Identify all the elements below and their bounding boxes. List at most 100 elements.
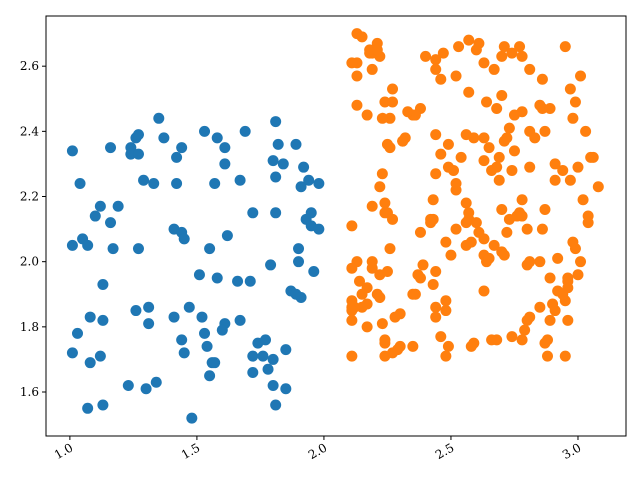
scatter-point	[148, 177, 160, 189]
scatter-point	[516, 210, 528, 222]
scatter-point	[351, 70, 363, 82]
scatter-point	[346, 350, 358, 362]
scatter-point	[89, 210, 101, 222]
scatter-point	[122, 379, 134, 391]
scatter-point	[394, 308, 406, 320]
scatter-point	[112, 200, 124, 212]
scatter-point	[440, 350, 452, 362]
scatter-point	[97, 278, 109, 290]
scatter-point	[150, 376, 162, 388]
scatter-point	[305, 207, 317, 219]
scatter-point	[534, 301, 546, 313]
scatter-point	[280, 383, 292, 395]
scatter-point	[430, 63, 442, 75]
plot-frame	[45, 15, 627, 437]
scatter-point	[107, 243, 119, 255]
scatter-point	[417, 259, 429, 271]
scatter-point	[196, 311, 208, 323]
scatter-point	[176, 334, 188, 346]
scatter-point	[524, 161, 536, 173]
scatter-point	[516, 334, 528, 346]
scatter-point	[430, 129, 442, 141]
scatter-point	[409, 288, 421, 300]
scatter-point	[580, 125, 592, 137]
y-tick-label: 1.6	[20, 385, 39, 399]
scatter-point	[455, 151, 467, 163]
scatter-point	[143, 301, 155, 313]
scatter-point	[267, 379, 279, 391]
scatter-point	[84, 357, 96, 369]
scatter-point	[298, 161, 310, 173]
scatter-point	[508, 109, 520, 121]
scatter-point	[168, 311, 180, 323]
scatter-point	[541, 350, 553, 362]
scatter-point	[74, 177, 86, 189]
scatter-point	[564, 83, 576, 95]
scatter-point	[82, 239, 94, 251]
scatter-point	[130, 305, 142, 317]
scatter-point	[211, 132, 223, 144]
scatter-point	[435, 148, 447, 160]
scatter-point	[463, 207, 475, 219]
y-tick-label: 1.8	[20, 320, 39, 334]
scatter-point	[176, 142, 188, 154]
scatter-point	[437, 47, 449, 59]
scatter-point	[460, 197, 472, 209]
scatter-point	[244, 275, 256, 287]
scatter-point	[440, 305, 452, 317]
scatter-point	[140, 383, 152, 395]
scatter-point	[450, 223, 462, 235]
scatter-point	[478, 233, 490, 245]
scatter-point	[392, 344, 404, 356]
scatter-point	[453, 41, 465, 53]
scatter-point	[450, 177, 462, 189]
scatter-point	[430, 311, 442, 323]
scatter-point	[82, 402, 94, 414]
scatter-point	[270, 171, 282, 183]
scatter-point	[506, 47, 518, 59]
scatter-point	[592, 181, 604, 193]
x-tick-label: 1.0	[52, 440, 76, 462]
scatter-point	[247, 366, 259, 378]
scatter-point	[234, 174, 246, 186]
scatter-point	[138, 174, 150, 186]
scatter-point	[219, 142, 231, 154]
scatter-point	[384, 142, 396, 154]
scatter-point	[486, 334, 498, 346]
scatter-point	[97, 314, 109, 326]
scatter-point	[514, 41, 526, 53]
scatter-point	[552, 252, 564, 264]
scatter-point	[381, 265, 393, 277]
scatter-point	[536, 223, 548, 235]
scatter-point	[260, 334, 272, 346]
scatter-point	[132, 243, 144, 255]
scatter-point	[379, 207, 391, 219]
scatter-point	[465, 340, 477, 352]
scatter-point	[346, 220, 358, 232]
scatter-point	[356, 288, 368, 300]
scatter-point	[539, 125, 551, 137]
scatter-point	[539, 204, 551, 216]
scatter-point	[440, 236, 452, 248]
scatter-point	[303, 174, 315, 186]
scatter-point	[524, 256, 536, 268]
scatter-point	[447, 164, 459, 176]
scatter-point	[493, 151, 505, 163]
scatter-point	[478, 285, 490, 297]
scatter-point	[308, 265, 320, 277]
x-tick-label: 2.0	[306, 440, 330, 462]
scatter-point	[387, 213, 399, 225]
scatter-point	[376, 168, 388, 180]
scatter-point	[508, 145, 520, 157]
scatter-point	[346, 262, 358, 274]
scatter-point	[430, 301, 442, 313]
scatter-point	[366, 262, 378, 274]
scatter-point	[587, 151, 599, 163]
scatter-point	[239, 125, 251, 137]
scatter-point	[143, 318, 155, 330]
scatter-point	[221, 230, 233, 242]
scatter-point	[442, 340, 454, 352]
scatter-point	[209, 357, 221, 369]
scatter-point	[270, 207, 282, 219]
